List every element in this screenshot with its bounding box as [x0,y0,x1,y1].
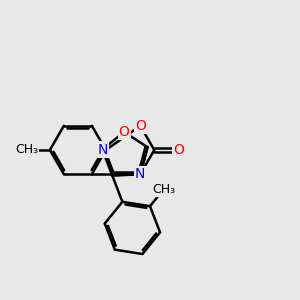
Text: CH₃: CH₃ [152,183,175,196]
Text: N: N [135,167,146,181]
Text: O: O [118,125,130,139]
Text: N: N [97,142,107,157]
Text: CH₃: CH₃ [15,143,38,157]
Text: O: O [173,143,184,157]
Text: O: O [135,119,146,133]
